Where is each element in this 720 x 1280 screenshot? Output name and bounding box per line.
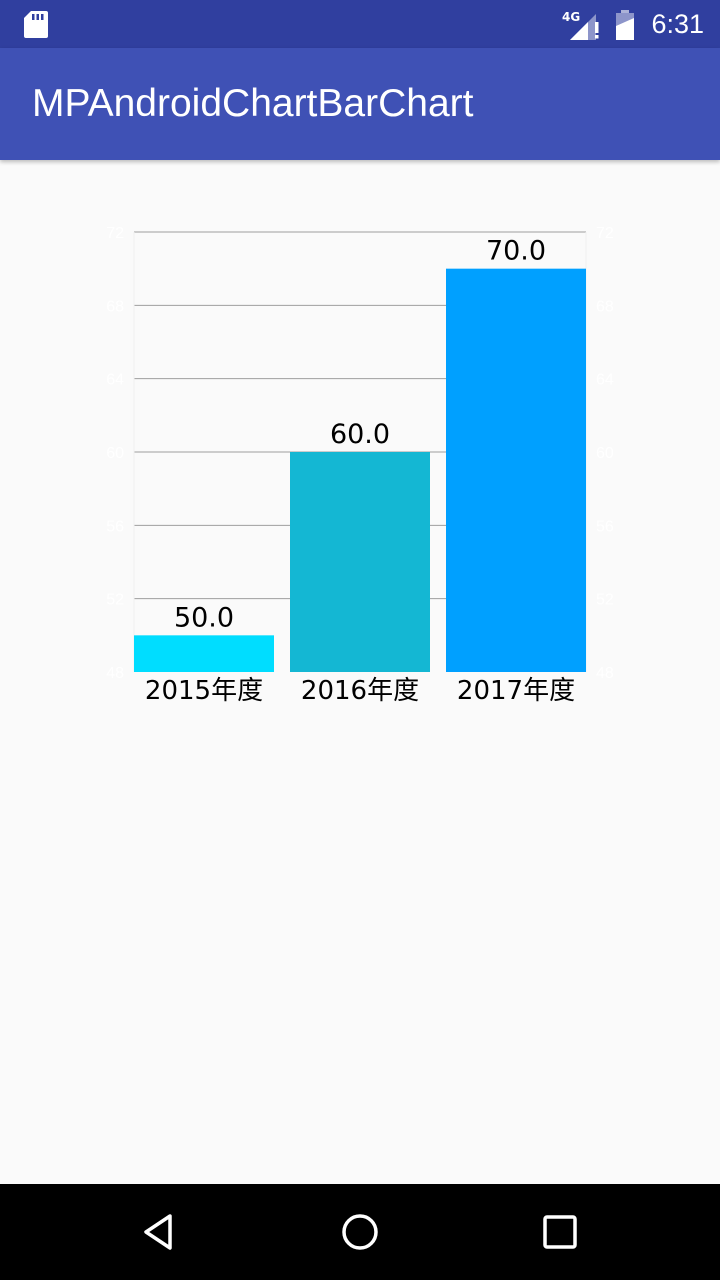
status-bar: 4G 6:31 <box>0 0 720 48</box>
home-icon[interactable] <box>336 1208 384 1256</box>
status-clock: 6:31 <box>651 9 704 39</box>
bar <box>446 268 586 672</box>
bar-chart[interactable]: 48 48 52 52 56 56 60 60 64 64 68 68 72 72 50.0 2015年度 60… <box>0 160 720 720</box>
y-tick-label-right: 64 <box>596 372 614 389</box>
y-tick-label-right: 60 <box>596 445 614 462</box>
y-tick-label-right: 56 <box>596 518 614 535</box>
y-tick-label-right: 52 <box>596 592 614 609</box>
navigation-bar <box>0 1184 720 1280</box>
y-tick-label-left: 52 <box>106 592 124 609</box>
signal-4g-icon: 4G <box>562 10 599 40</box>
x-tick-label: 2017年度 <box>457 676 575 706</box>
y-tick-label-left: 60 <box>106 445 124 462</box>
bar-value-label: 70.0 <box>486 236 546 267</box>
bar <box>134 635 274 672</box>
sd-card-icon <box>24 11 48 38</box>
recent-apps-icon[interactable] <box>536 1208 584 1256</box>
bar <box>290 452 430 672</box>
y-tick-label-right: 48 <box>596 665 614 682</box>
x-tick-label: 2015年度 <box>145 676 263 706</box>
app-bar: MPAndroidChartBarChart <box>0 48 720 160</box>
y-tick-label-left: 64 <box>106 372 124 389</box>
back-icon[interactable] <box>136 1208 184 1256</box>
x-tick-label: 2016年度 <box>301 676 419 706</box>
y-tick-label-left: 72 <box>106 225 124 242</box>
y-tick-label-right: 68 <box>596 298 614 315</box>
network-label: 4G <box>562 10 580 24</box>
bar-value-label: 50.0 <box>174 602 234 633</box>
battery-icon <box>616 10 634 40</box>
y-tick-label-left: 68 <box>106 298 124 315</box>
y-tick-label-left: 56 <box>106 518 124 535</box>
y-tick-label-right: 72 <box>596 225 614 242</box>
y-tick-label-left: 48 <box>106 665 124 682</box>
bar-value-label: 60.0 <box>330 419 390 450</box>
app-title: MPAndroidChartBarChart <box>32 82 474 125</box>
